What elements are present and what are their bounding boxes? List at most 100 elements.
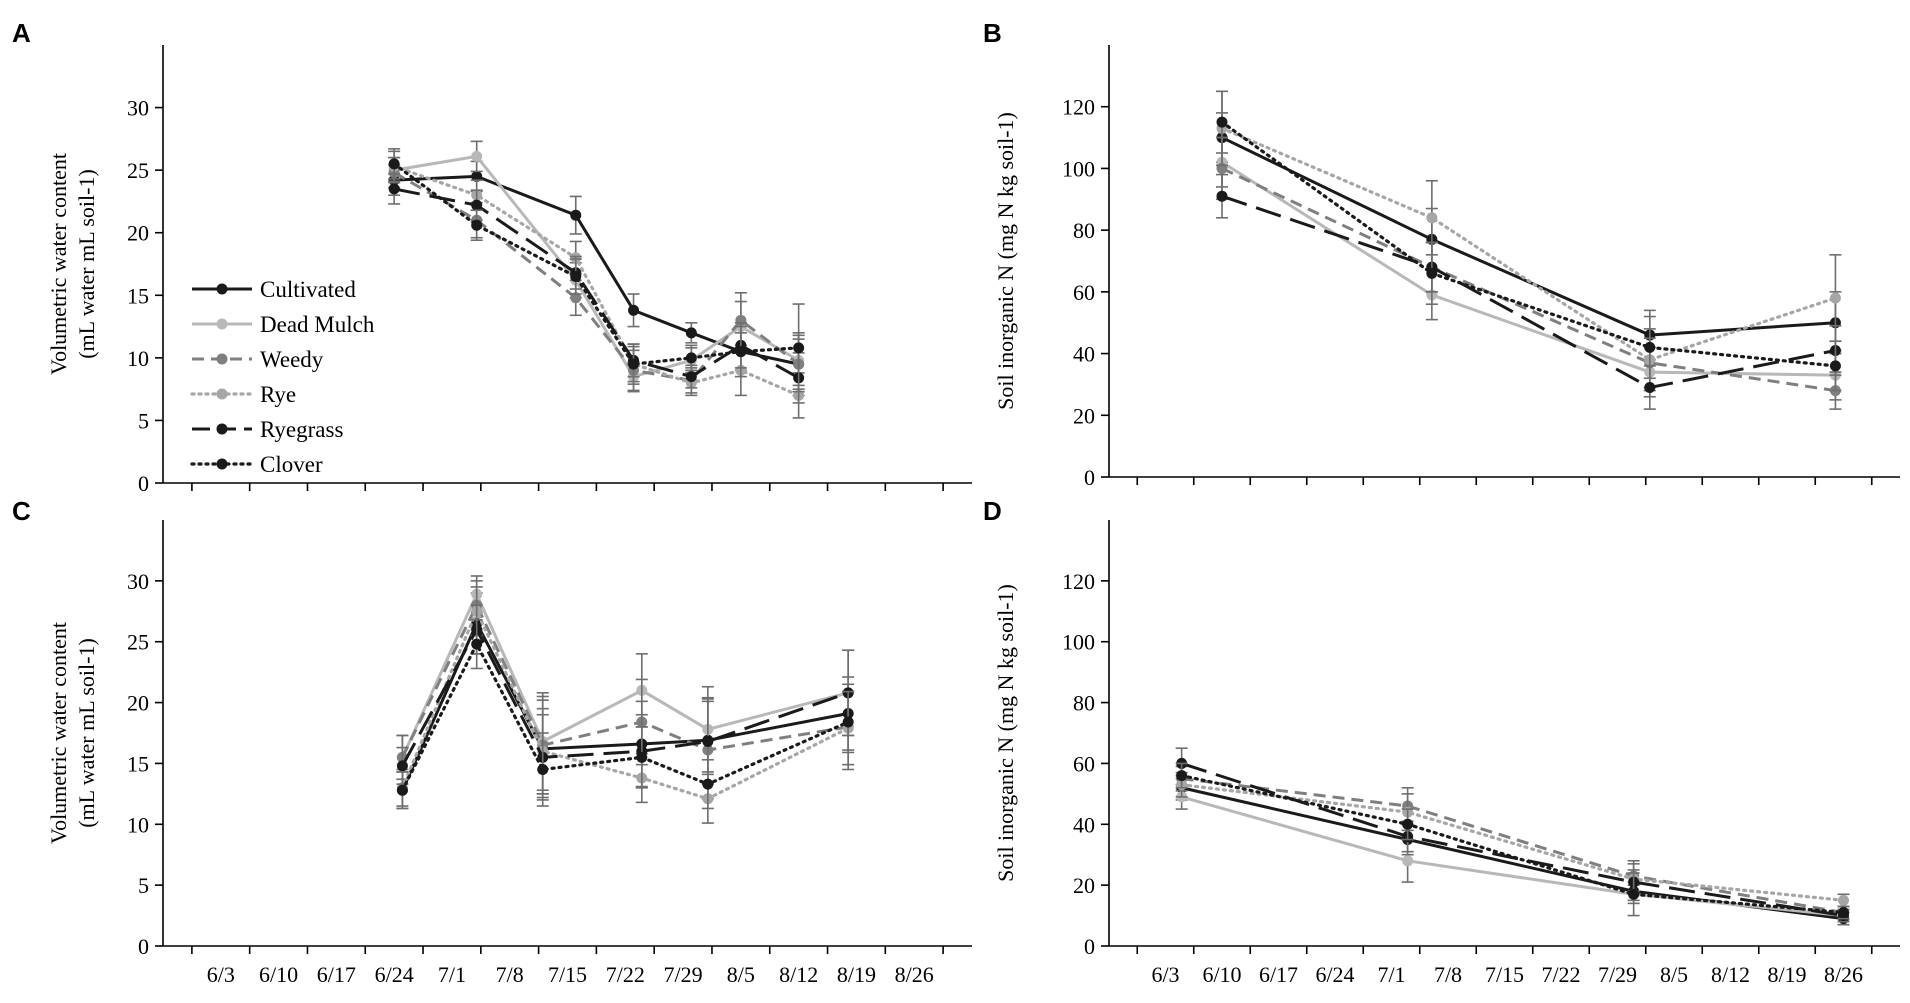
panel-d-x-tick-label: 7/15 bbox=[1485, 962, 1524, 987]
panel-b-point-rye bbox=[1426, 212, 1438, 224]
panel-c-line-dead-mulch bbox=[401, 590, 849, 758]
panel-b-line-rye bbox=[1220, 126, 1838, 362]
panel-a-letter: A bbox=[12, 18, 31, 48]
panel-d-x-tick-label: 8/26 bbox=[1824, 962, 1863, 987]
panel-c-line-ryegrass bbox=[401, 626, 849, 767]
panel-a-point-clover bbox=[628, 358, 640, 370]
panel-b-point-rye bbox=[1829, 292, 1841, 304]
panel-d-line-rye bbox=[1180, 783, 1846, 902]
panel-a-series-clover bbox=[388, 148, 805, 393]
panel-b-y-tick-label: 100 bbox=[1062, 156, 1095, 181]
panel-a-point-clover bbox=[388, 158, 400, 170]
panel-c-chart: C 0 5 10 15 20 25 30 6/3 6/10 6/17 6/24 7/1 7/8 7/15 7/… bbox=[12, 496, 972, 987]
legend-marker-cultivated bbox=[216, 283, 228, 295]
panel-c-x-tick-label: 7/15 bbox=[548, 962, 587, 987]
panel-c-x-tick-label: 8/26 bbox=[895, 962, 934, 987]
panel-a-point-ryegrass bbox=[388, 183, 400, 195]
panel-c-x-tick-label: 6/24 bbox=[375, 962, 414, 987]
panel-b-y-tick-label: 60 bbox=[1073, 280, 1095, 305]
panel-c-y-tick-label: 15 bbox=[127, 751, 149, 776]
panel-b-series-cultivated bbox=[1216, 112, 1842, 361]
panel-b-point-clover bbox=[1829, 360, 1841, 372]
panel-a-chart: A 0 5 10 15 20 25 30 Volumetric water content (mL… bbox=[12, 18, 972, 496]
panel-d-x-tick-label: 8/19 bbox=[1767, 962, 1806, 987]
panel-b-series-rye bbox=[1216, 90, 1842, 392]
panel-d-series-rye bbox=[1175, 771, 1850, 908]
panel-d-y-tick-label: 80 bbox=[1073, 691, 1095, 716]
panel-c-y-axis-label: Volumetric water content bbox=[46, 622, 71, 844]
panel-d-x-tick-label: 7/22 bbox=[1541, 962, 1580, 987]
panel-a-series-cultivated bbox=[388, 160, 805, 397]
panel-d-y-tick-label: 100 bbox=[1062, 630, 1095, 655]
panel-a-y-tick-label: 25 bbox=[127, 158, 149, 183]
panel-b-line-ryegrass bbox=[1221, 194, 1836, 390]
panel-c-y-tick-label: 20 bbox=[127, 691, 149, 716]
panel-a-point-ryegrass bbox=[471, 199, 483, 211]
panel-a-y-tick-label: 10 bbox=[127, 346, 149, 371]
panel-c-series-ryegrass bbox=[396, 604, 855, 801]
panel-c-point-clover bbox=[636, 751, 648, 763]
panel-d-x-tick-label: 6/17 bbox=[1259, 962, 1298, 987]
panel-c-x-tick-label: 7/8 bbox=[496, 962, 524, 987]
legend-marker-clover bbox=[216, 458, 228, 470]
panel-d-x-tick-label: 8/5 bbox=[1660, 962, 1688, 987]
panel-c-x-tick-label: 8/12 bbox=[779, 962, 818, 987]
panel-d-point-clover bbox=[1838, 907, 1849, 919]
legend-marker-dead-mulch bbox=[216, 318, 228, 330]
panel-a-y-tick-label: 15 bbox=[127, 283, 149, 308]
panel-a-point-cultivated bbox=[471, 170, 483, 182]
panel-d-chart: D 0 20 40 60 80 100 120 6/3 6/10 6/17 6/24 7/1 7/8 7/1… bbox=[983, 496, 1900, 987]
legend-item-rye: Rye bbox=[190, 382, 296, 407]
panel-c-y-tick-label: 10 bbox=[127, 812, 149, 837]
panel-d-y-tick-label: 60 bbox=[1073, 751, 1095, 776]
panel-d-line-clover bbox=[1180, 773, 1846, 915]
panel-a-line-cultivated bbox=[394, 174, 799, 366]
legend-item-clover: Clover bbox=[190, 452, 323, 477]
panel-c-x-tick-label: 7/29 bbox=[664, 962, 703, 987]
panel-b-line-clover bbox=[1220, 120, 1838, 368]
panel-c-line-rye bbox=[400, 607, 850, 801]
panel-a-point-clover bbox=[471, 219, 483, 231]
panel-a-point-weedy bbox=[570, 292, 582, 304]
panel-a-point-cultivated bbox=[570, 209, 582, 221]
panel-c-y-tick-label: 5 bbox=[138, 873, 149, 898]
panel-d-point-rye bbox=[1838, 894, 1849, 906]
panel-d-x-tick-label: 8/12 bbox=[1711, 962, 1750, 987]
panel-c-point-ryegrass bbox=[702, 736, 714, 748]
panel-d-x-tick-label: 7/1 bbox=[1377, 962, 1405, 987]
panel-c-line-weedy bbox=[401, 601, 849, 759]
panel-a-point-cultivated bbox=[628, 304, 640, 316]
panel-a-point-ryegrass bbox=[685, 371, 697, 383]
panel-d-y-tick-label: 20 bbox=[1073, 873, 1095, 898]
panel-d-line-dead-mulch bbox=[1181, 795, 1844, 918]
panel-b-series-weedy bbox=[1216, 136, 1842, 410]
panel-d-series-clover bbox=[1175, 762, 1850, 920]
panel-b-letter: B bbox=[983, 18, 1002, 48]
panel-c-series-clover bbox=[396, 619, 855, 810]
panel-c-point-ryegrass bbox=[396, 760, 408, 772]
panel-c-series-dead-mulch bbox=[396, 575, 855, 792]
panel-a-y-tick-label: 20 bbox=[127, 221, 149, 246]
panel-b-chart: B 0 20 40 60 80 100 120 Soil inorganic N (mg N k… bbox=[983, 18, 1900, 490]
legend-item-cultivated: Cultivated bbox=[192, 277, 356, 302]
panel-c-point-clover bbox=[702, 778, 714, 790]
panel-c-x-tick-label: 8/5 bbox=[727, 962, 755, 987]
panel-d-x-tick-label: 6/3 bbox=[1151, 962, 1179, 987]
panel-c-point-clover bbox=[537, 764, 549, 776]
panel-a-point-clover bbox=[570, 271, 582, 283]
panel-a-point-clover bbox=[685, 352, 697, 364]
panel-c-point-clover bbox=[396, 784, 408, 796]
panel-d-y-tick-label: 40 bbox=[1073, 812, 1095, 837]
legend-item-ryegrass: Ryegrass bbox=[192, 417, 343, 442]
panel-a-series-rye bbox=[388, 150, 805, 419]
panel-c-letter: C bbox=[12, 496, 31, 526]
legend-label-ryegrass: Ryegrass bbox=[260, 417, 343, 442]
panel-d-y-tick-label: 120 bbox=[1062, 569, 1095, 594]
panel-a-y-axis-unit: (mL water mL soil-1) bbox=[74, 169, 99, 359]
legend-marker-ryegrass bbox=[216, 423, 228, 435]
panel-c-line-clover bbox=[400, 640, 850, 792]
panel-d-y-tick-label: 0 bbox=[1084, 934, 1095, 959]
panel-a-y-axis-label: Volumetric water content bbox=[46, 153, 71, 375]
legend-item-weedy: Weedy bbox=[192, 347, 324, 372]
